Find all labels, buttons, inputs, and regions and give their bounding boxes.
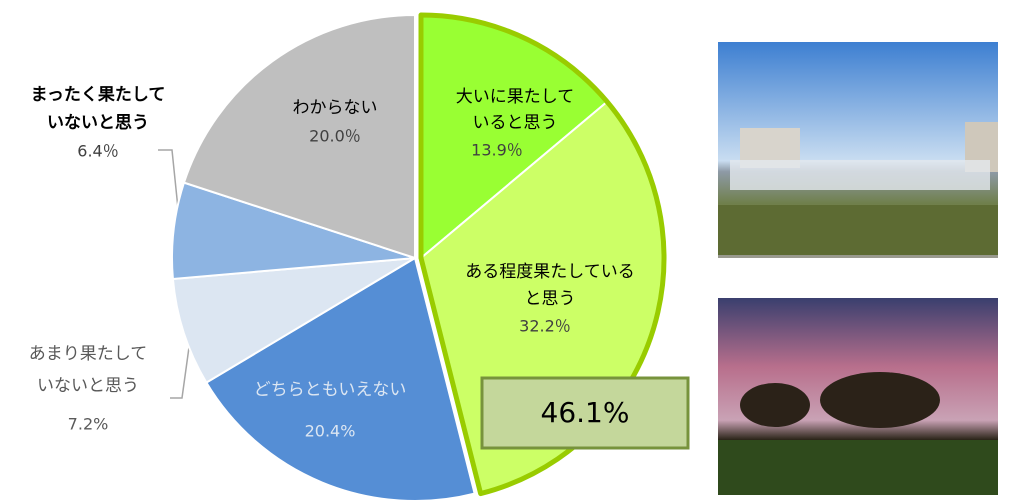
photo-sunset-field xyxy=(718,298,998,495)
chart: 46.1% 大いに果たしていると思う 13.9％ ある程度果たしていると思う 32.2… xyxy=(0,0,1011,503)
slice-label-line: まったく果たして xyxy=(31,85,166,105)
annotation: 46.1% xyxy=(541,396,630,429)
value-label: 6.4％ xyxy=(77,142,118,161)
value-label: 7.2% xyxy=(68,415,109,434)
slice-label-line: いると思う xyxy=(473,113,558,133)
slice-label-line: と思う xyxy=(525,289,576,309)
slice-label-line: 大いに果たして xyxy=(456,87,575,107)
slice-label-line: わからない xyxy=(293,98,378,118)
slice-label-line: ある程度果たしている xyxy=(465,262,635,282)
photo-greenhouse xyxy=(718,42,998,258)
slice-label: まったく果たしていないと思う xyxy=(31,85,166,133)
value-label: 20.4% xyxy=(305,422,356,441)
slice-label-line: いないと思う xyxy=(37,376,139,396)
slice-label-line: あまり果たして xyxy=(29,344,148,364)
slice-label: どちらともいえない xyxy=(254,380,407,400)
slice-label: あまり果たしていないと思う xyxy=(29,344,148,396)
value-label: 20.0％ xyxy=(309,127,361,146)
value-label: 32.2％ xyxy=(519,317,571,336)
value-label: 13.9％ xyxy=(471,141,523,160)
slice-label-line: どちらともいえない xyxy=(254,380,407,400)
slice-label: わからない xyxy=(293,98,378,118)
slice-label-line: いないと思う xyxy=(47,113,149,133)
